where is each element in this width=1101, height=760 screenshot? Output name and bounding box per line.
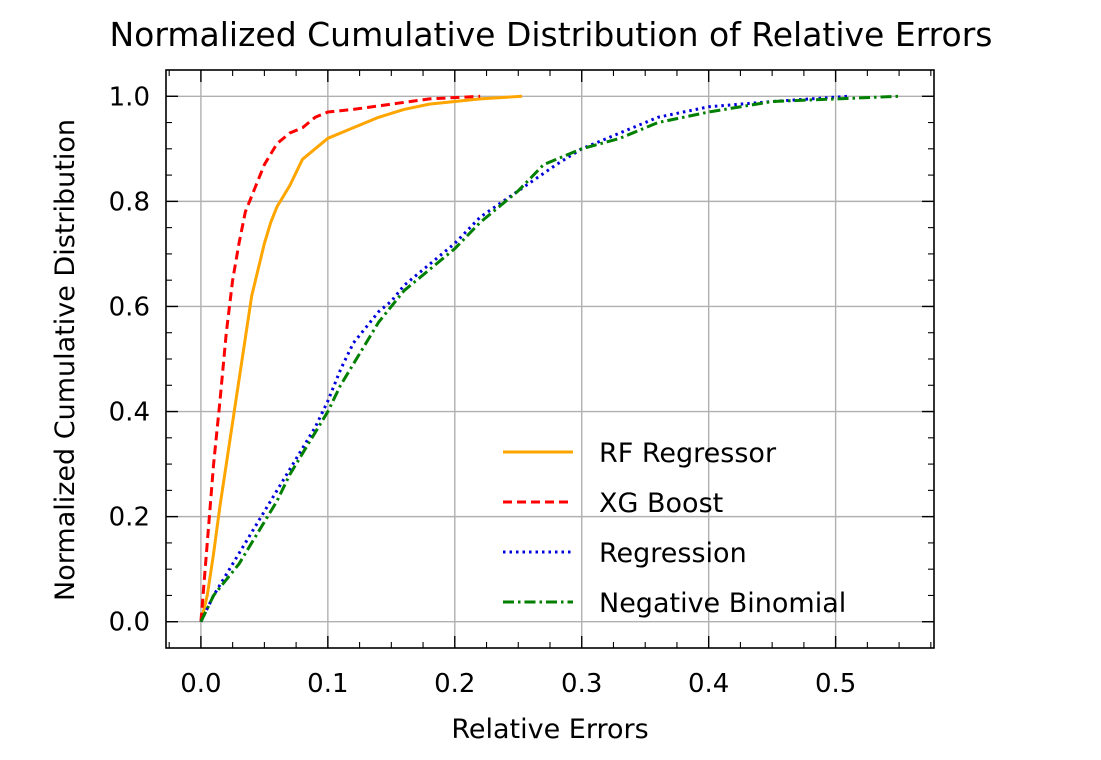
legend-label: XG Boost (599, 488, 723, 519)
y-tick-label: 0.0 (109, 608, 150, 638)
x-tick-label: 0.4 (688, 669, 729, 699)
chart-title: Normalized Cumulative Distribution of Re… (110, 15, 993, 54)
legend-label: Negative Binomial (599, 588, 846, 619)
y-tick-label: 1.0 (109, 82, 150, 112)
series-lines (199, 94, 900, 623)
x-tick-label: 0.0 (180, 669, 221, 699)
x-tick-label: 0.1 (307, 669, 348, 699)
x-axis-title: Relative Errors (451, 714, 648, 745)
y-tick-label: 0.4 (109, 398, 150, 428)
y-tick-label: 0.8 (109, 187, 150, 217)
legend: RF Regressor XG Boost Regression Negative B… (503, 438, 846, 619)
legend-label: RF Regressor (599, 438, 777, 469)
x-tick-label: 0.3 (561, 669, 602, 699)
series-line-xg-boost (199, 94, 481, 622)
y-tick-label: 0.2 (109, 503, 150, 533)
series-line-negative-binomial (199, 94, 900, 623)
series-line-rf-regressor (199, 94, 523, 623)
tick-marks (166, 70, 934, 648)
grid-lines (166, 70, 934, 648)
x-tick-label: 0.5 (815, 669, 856, 699)
x-tick-label: 0.2 (434, 669, 475, 699)
y-axis-title: Normalized Cumulative Distribution (50, 119, 81, 601)
legend-label: Regression (599, 538, 747, 569)
y-tick-label: 0.6 (109, 292, 150, 322)
tick-labels: 0.0 0.1 0.2 0.3 0.4 0.5 0.0 0.2 0.4 0.6 0.8 1.0 (109, 82, 857, 699)
